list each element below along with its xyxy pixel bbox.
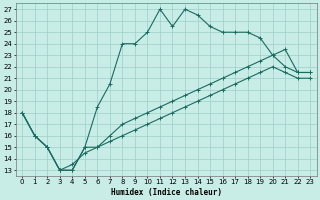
X-axis label: Humidex (Indice chaleur): Humidex (Indice chaleur) [111,188,222,197]
